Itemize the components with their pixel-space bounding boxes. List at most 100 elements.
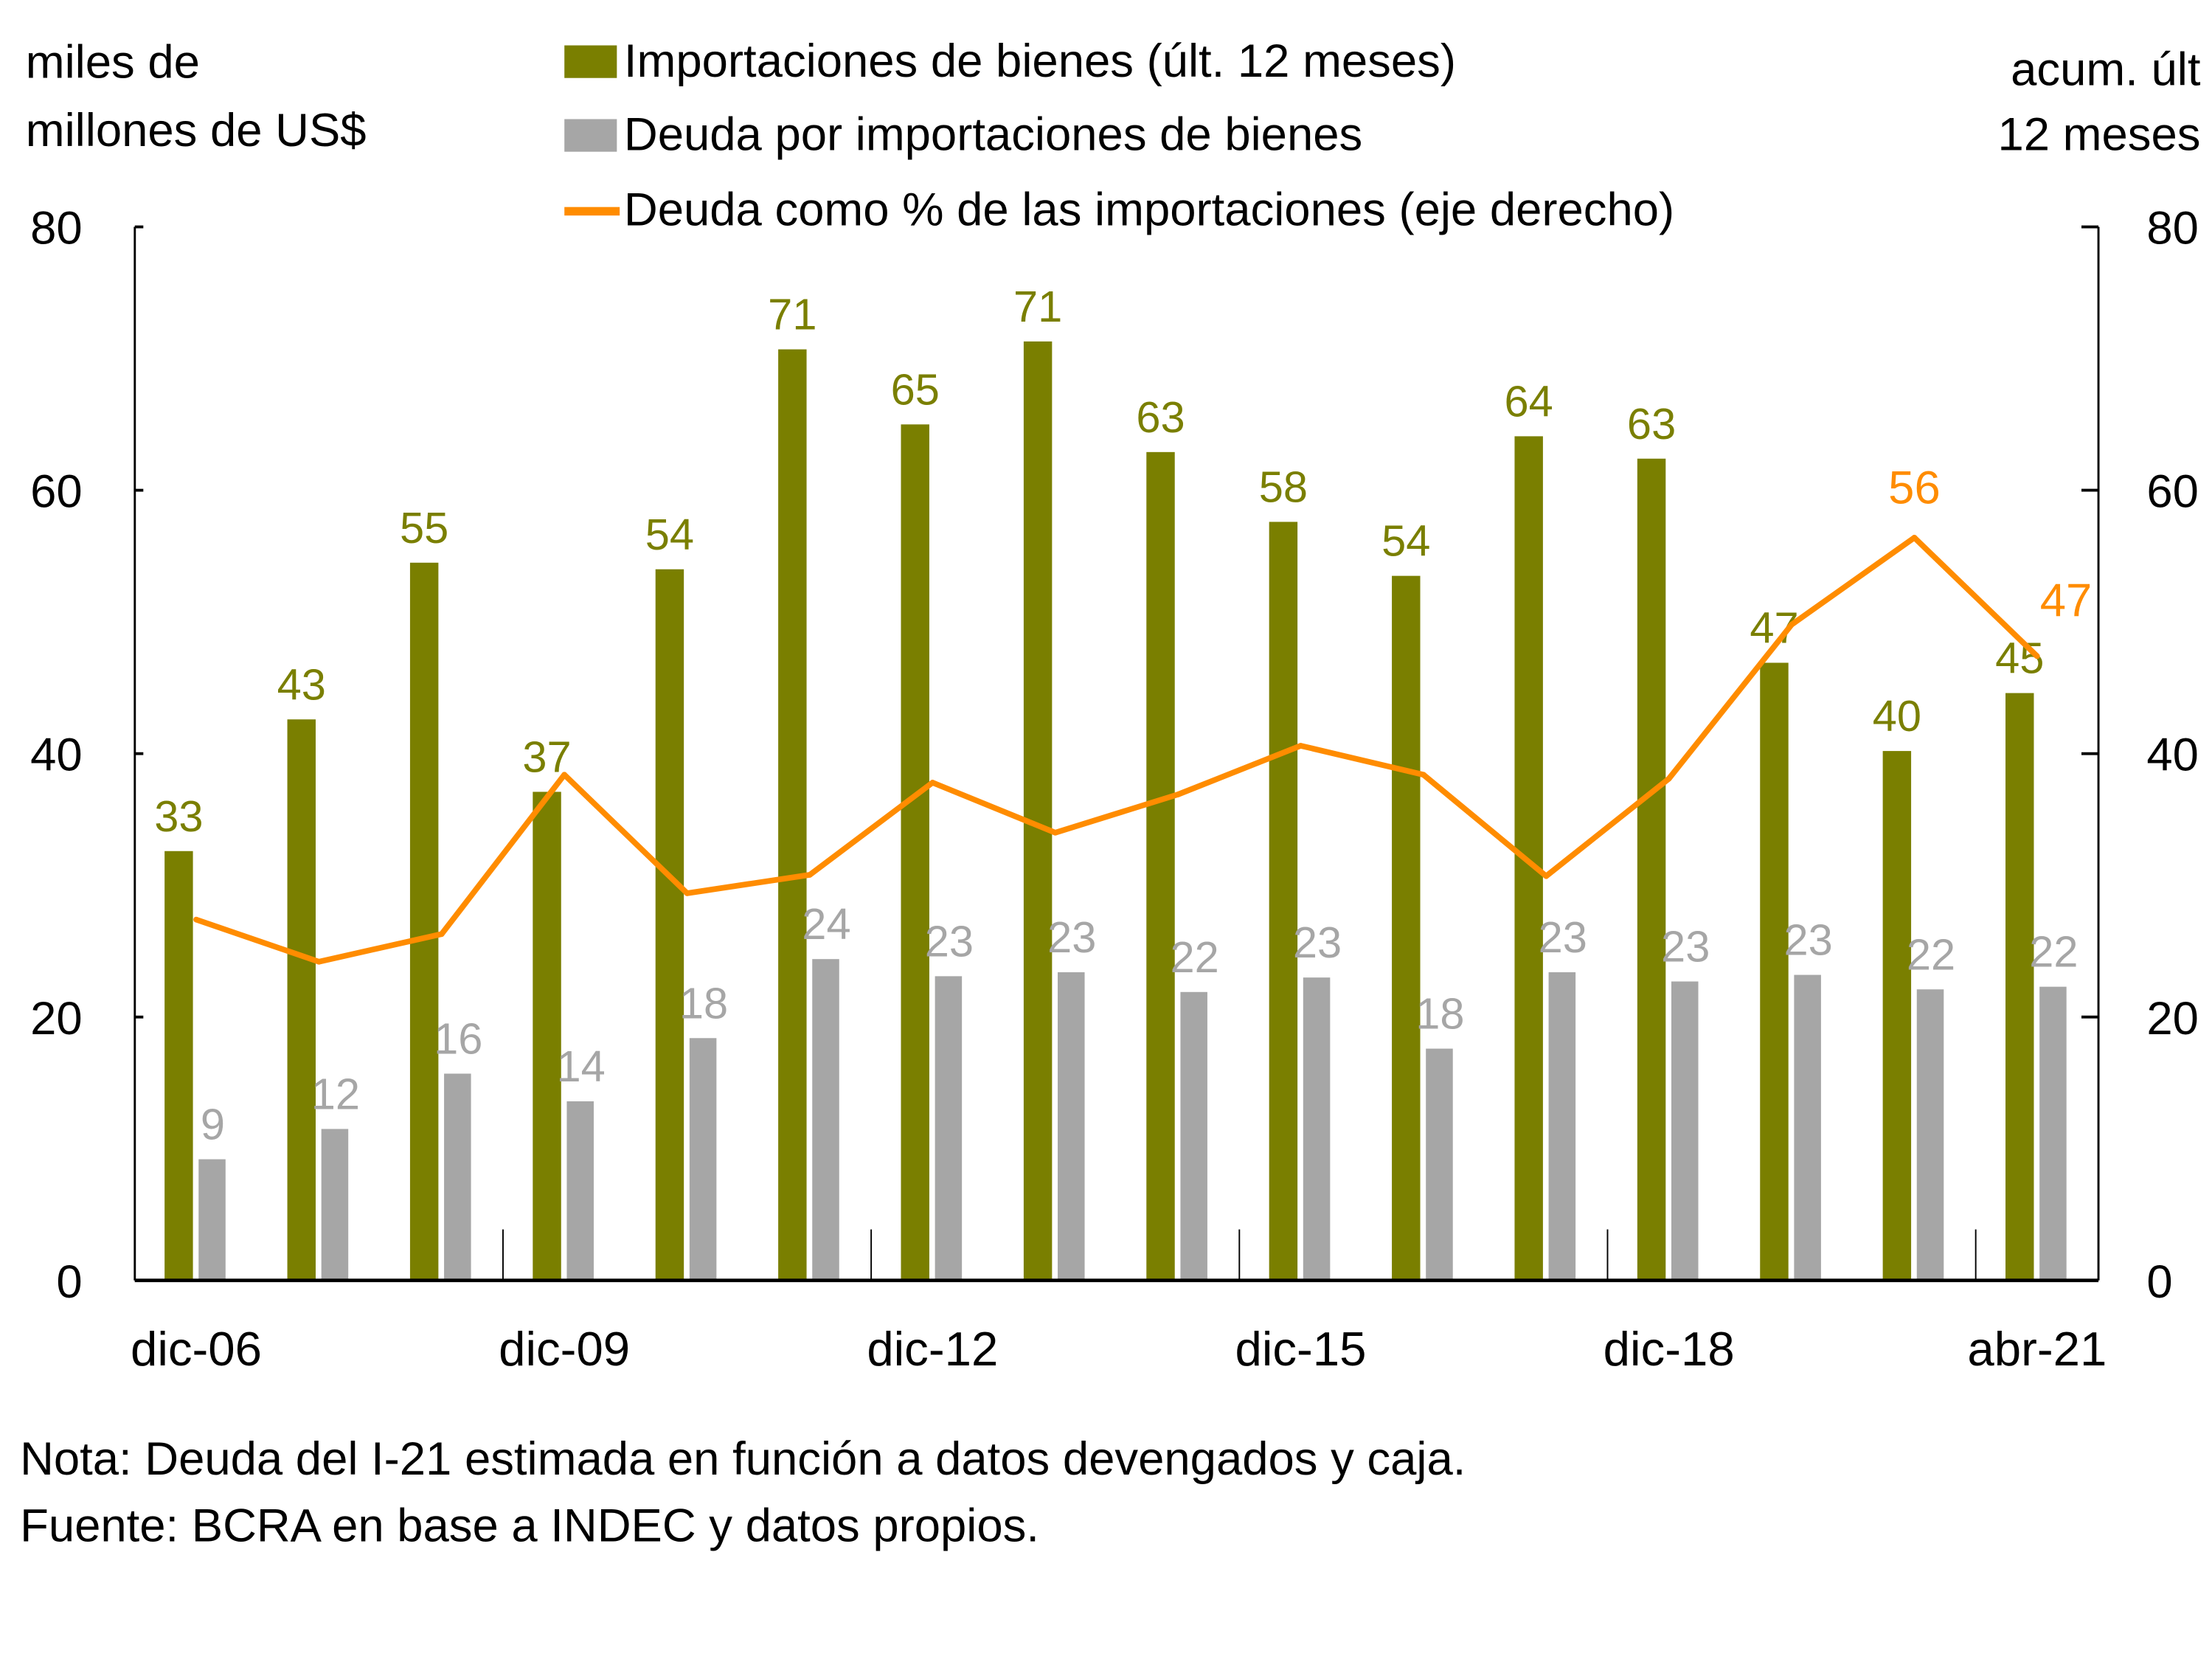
bar-group-dic-17: 64 23 <box>1505 377 1587 1281</box>
data-label-imports: 33 <box>154 792 203 841</box>
bar-debt <box>1303 977 1331 1281</box>
data-label-imports: 71 <box>768 290 817 339</box>
note-text: Nota: Deuda del I-21 estimada en función… <box>20 1433 1466 1485</box>
data-label-imports: 40 <box>1873 691 1921 741</box>
bar-debt <box>935 976 963 1281</box>
line-point <box>1052 829 1058 836</box>
x-tick-label: dic-09 <box>499 1322 630 1376</box>
bar-group-dic-08: 55 16 <box>400 503 482 1281</box>
x-tick-label: dic-18 <box>1603 1322 1735 1376</box>
source-text: Fuente: BCRA en base a INDEC y datos pro… <box>20 1500 1039 1551</box>
data-label-imports: 43 <box>277 659 326 709</box>
bar-group-dic-12: 65 23 <box>891 364 974 1281</box>
legend-swatch-debt <box>564 119 617 152</box>
bar-imports <box>1146 451 1175 1281</box>
legend-swatch-debt-pct <box>564 207 620 216</box>
legend-label-debt-pct: Deuda como % de las importaciones (eje d… <box>624 184 1674 236</box>
y-tick-label-left: 80 <box>30 203 83 254</box>
line-point <box>2034 653 2040 659</box>
bar-imports <box>164 851 193 1281</box>
data-label-debt-pct: 56 <box>1888 463 1941 514</box>
data-label-debt: 22 <box>1170 932 1218 982</box>
data-label-imports: 63 <box>1627 399 1676 448</box>
line-debt-pct <box>195 535 2039 965</box>
bar-imports <box>1760 662 1789 1281</box>
line-point <box>1911 535 1918 541</box>
y-tick-label-left: 20 <box>30 993 83 1045</box>
data-label-imports: 63 <box>1136 392 1185 442</box>
bar-imports <box>1269 522 1298 1281</box>
data-label-debt: 23 <box>1783 915 1832 965</box>
line-point <box>1421 772 1426 778</box>
data-label-imports: 55 <box>400 503 448 553</box>
y-tick-label-right: 0 <box>2146 1256 2172 1308</box>
data-label-debt: 9 <box>201 1100 225 1149</box>
data-label-debt: 22 <box>1907 929 1955 979</box>
bar-debt <box>1426 1048 1453 1281</box>
legend: Importaciones de bienes (últ. 12 meses) … <box>564 35 1674 236</box>
data-label-imports: 54 <box>1381 516 1430 566</box>
bar-group-dic-13: 71 23 <box>1013 282 1096 1281</box>
bar-group-dic-11: 71 24 <box>768 290 851 1281</box>
bar-debt <box>2039 986 2067 1281</box>
data-label-imports: 64 <box>1505 377 1553 426</box>
data-label-imports: 58 <box>1259 463 1308 512</box>
bar-group-dic-06: 33 9 <box>154 792 226 1281</box>
y-tick-label-right: 40 <box>2146 730 2199 781</box>
bar-imports <box>778 349 807 1281</box>
bar-group-dic-10: 54 18 <box>645 510 728 1281</box>
data-label-debt: 23 <box>1047 912 1096 962</box>
data-label-imports: 71 <box>1013 282 1062 331</box>
bar-debt <box>689 1038 717 1281</box>
y-tick-label-left: 40 <box>30 730 83 781</box>
bar-group-dic-14: 63 22 <box>1136 392 1219 1281</box>
line-point <box>193 916 199 923</box>
line-point <box>929 780 936 786</box>
y-tick-label-left: 0 <box>56 1256 82 1308</box>
right-axis-label-line1: acum. últ <box>2011 44 2201 95</box>
bar-imports <box>1023 341 1053 1281</box>
bar-debt <box>812 959 839 1281</box>
left-axis-label-line2: millones de US$ <box>26 105 367 156</box>
bar-group-dic-18: 63 23 <box>1627 399 1710 1281</box>
line-point <box>1665 775 1672 782</box>
legend-label-debt: Deuda por importaciones de bienes <box>624 109 1362 161</box>
y-tick-label-right: 20 <box>2146 993 2199 1045</box>
bar-imports <box>409 562 439 1281</box>
data-label-debt-pct: 47 <box>2040 575 2093 627</box>
data-label-debt: 22 <box>2029 927 2078 977</box>
data-label-imports: 54 <box>645 510 694 559</box>
line-point <box>1543 873 1550 879</box>
data-label-debt: 18 <box>1415 989 1464 1039</box>
bar-imports <box>1637 458 1666 1281</box>
legend-swatch-imports <box>564 45 617 78</box>
line-point <box>684 890 690 896</box>
line-point <box>1297 743 1304 749</box>
data-label-debt: 18 <box>679 978 728 1028</box>
bar-imports <box>1392 575 1421 1281</box>
left-axis-label-line1: miles de <box>26 37 200 89</box>
line-point <box>1789 621 1795 628</box>
line-point <box>438 931 445 938</box>
data-label-debt: 12 <box>311 1070 360 1119</box>
data-label-debt: 14 <box>557 1042 606 1091</box>
line-point <box>807 872 813 878</box>
data-label-debt: 23 <box>1539 912 1587 962</box>
bar-imports <box>655 569 684 1281</box>
line-point <box>316 958 322 965</box>
data-label-debt: 16 <box>434 1014 482 1064</box>
x-tick-label: abr-21 <box>1967 1322 2107 1376</box>
bar-group-dic-16: 54 18 <box>1381 516 1465 1281</box>
bar-imports <box>1882 751 1912 1281</box>
bar-imports <box>533 792 561 1281</box>
legend-label-imports: Importaciones de bienes (últ. 12 meses) <box>624 35 1456 87</box>
bar-debt <box>321 1129 349 1281</box>
bar-group-dic-07: 43 12 <box>277 659 360 1281</box>
x-tick-label: dic-15 <box>1235 1322 1367 1376</box>
bar-debt <box>1180 991 1207 1281</box>
line-point <box>1175 792 1181 797</box>
